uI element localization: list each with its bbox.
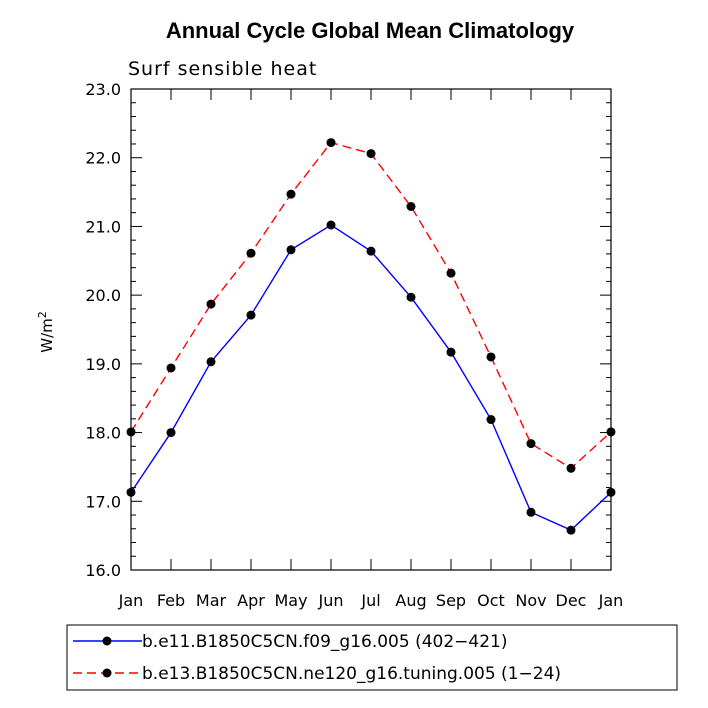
- legend-marker-1: [102, 636, 112, 646]
- data-point: [446, 347, 456, 357]
- data-point: [166, 428, 176, 438]
- data-point: [126, 427, 136, 437]
- data-point: [406, 292, 416, 302]
- data-point: [326, 138, 336, 148]
- x-tick-label: Nov: [515, 591, 546, 610]
- x-tick-label: Oct: [477, 591, 505, 610]
- y-tick-label: 20.0: [85, 286, 121, 305]
- data-point: [246, 248, 256, 258]
- data-point: [206, 357, 216, 367]
- x-tick-label: Aug: [395, 591, 426, 610]
- y-axis-label: W/m2: [36, 311, 56, 353]
- data-point: [126, 487, 136, 497]
- x-tick-label: Sep: [436, 591, 466, 610]
- y-axis-label-superscript: 2: [36, 311, 49, 318]
- data-point: [526, 507, 536, 517]
- y-tick-label: 17.0: [85, 492, 121, 511]
- data-point: [246, 310, 256, 320]
- x-tick-label: Dec: [556, 591, 587, 610]
- plot-frame: [130, 88, 612, 571]
- legend-box: [66, 624, 678, 691]
- x-tick-label: Feb: [157, 591, 185, 610]
- chart-subtitle: Surf sensible heat: [128, 58, 317, 80]
- data-point: [526, 439, 536, 449]
- data-point: [566, 463, 576, 473]
- data-point: [166, 363, 176, 373]
- y-tick-label: 18.0: [85, 424, 121, 443]
- y-tick-label: 16.0: [85, 561, 121, 580]
- x-tick-label: May: [274, 591, 307, 610]
- data-point: [286, 189, 296, 199]
- data-point: [486, 415, 496, 425]
- data-point: [606, 487, 616, 497]
- data-point: [566, 525, 576, 535]
- data-point: [366, 246, 376, 256]
- y-tick-label: 21.0: [85, 217, 121, 236]
- plot-area: 16.0 17.0 18.0 19.0 20.0 21.0 22.0 23.0 Jan Feb Ma…: [85, 80, 623, 610]
- y-axis-label-base: W/m: [38, 318, 56, 353]
- y-tick-label: 19.0: [85, 355, 121, 374]
- x-tick-label: Mar: [196, 591, 227, 610]
- data-point: [446, 268, 456, 278]
- y-tick-label: 22.0: [85, 149, 121, 168]
- y-tick-label: 23.0: [85, 80, 121, 99]
- x-tick-label: Jan: [598, 591, 624, 610]
- legend-label-1: b.e11.B1850C5CN.f09_g16.005 (402−421): [142, 632, 508, 652]
- data-point: [366, 149, 376, 159]
- chart-title: Annual Cycle Global Mean Climatology: [166, 18, 575, 43]
- legend: b.e11.B1850C5CN.f09_g16.005 (402−421) b.e…: [66, 624, 678, 691]
- legend-label-2: b.e13.B1850C5CN.ne120_g16.tuning.005 (1−…: [142, 664, 561, 684]
- x-tick-label: Apr: [237, 591, 265, 610]
- series-line-1: [130, 224, 612, 531]
- data-point: [206, 299, 216, 309]
- data-point: [606, 427, 616, 437]
- x-tick-label: Jun: [318, 591, 344, 610]
- data-point: [326, 220, 336, 230]
- x-tick-label: Jan: [118, 591, 144, 610]
- x-tick-label: Jul: [360, 591, 380, 610]
- legend-marker-2: [102, 668, 112, 678]
- series-line-2: [130, 141, 612, 470]
- data-point: [486, 352, 496, 362]
- data-point: [406, 202, 416, 212]
- data-point: [286, 245, 296, 255]
